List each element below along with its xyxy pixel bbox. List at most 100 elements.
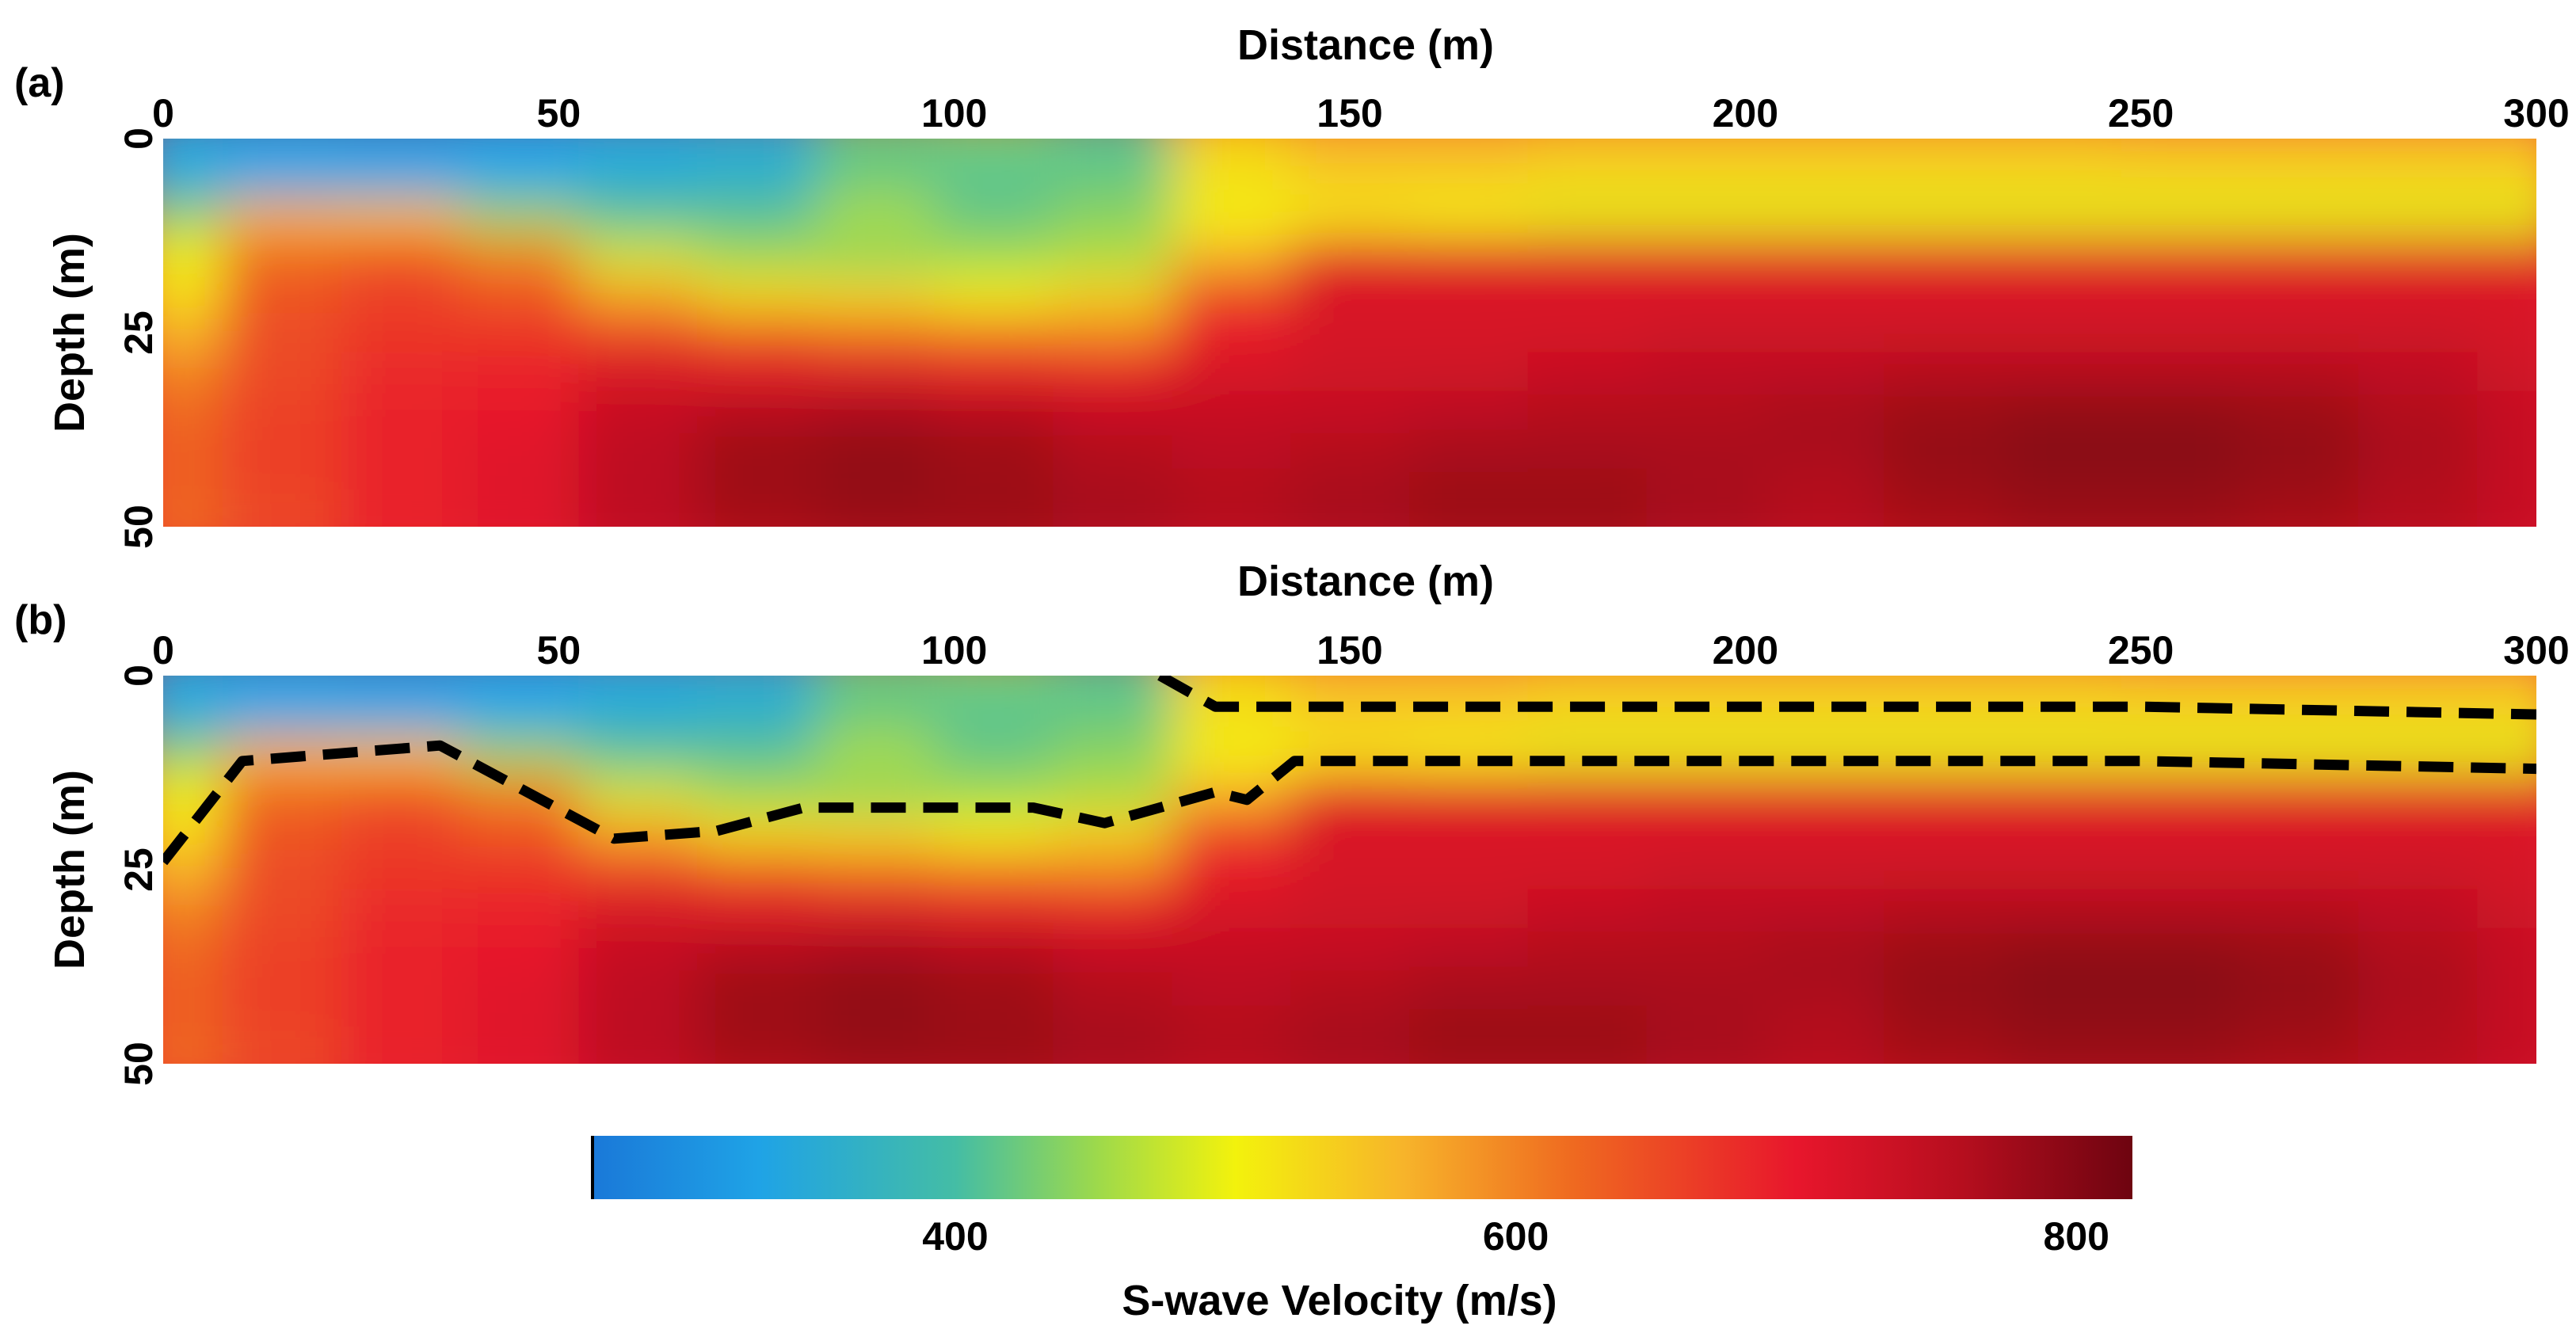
velocity-cell: [2477, 507, 2536, 527]
velocity-cell: [1290, 889, 1410, 929]
velocity-cell: [459, 695, 580, 735]
velocity-cell: [459, 390, 580, 431]
velocity-cell: [2239, 139, 2360, 159]
velocity-cell: [1765, 139, 1885, 159]
velocity-cell: [1884, 772, 2003, 813]
velocity-cell: [1765, 196, 1885, 237]
velocity-cell: [1765, 468, 1885, 509]
velocity-cell: [1646, 390, 1766, 431]
velocity-cell: [934, 1005, 1054, 1046]
velocity-cell: [2002, 507, 2122, 527]
panel-a-x-tick-labels: 0 50 100 150 200 250 300: [152, 91, 2570, 135]
velocity-cell: [2002, 1005, 2122, 1046]
velocity-cell: [341, 676, 461, 696]
velocity-cell: [222, 274, 342, 314]
velocity-cell: [163, 429, 223, 470]
boundary-line: [1157, 676, 2536, 720]
velocity-cell: [1053, 507, 1173, 527]
velocity-cell: [2477, 235, 2536, 276]
velocity-cell: [1053, 928, 1173, 968]
x-tick-label: 250: [2108, 91, 2174, 135]
velocity-cell: [1765, 850, 1885, 890]
velocity-cell: [578, 352, 699, 392]
velocity-cell: [1408, 313, 1529, 353]
velocity-cell: [1527, 676, 1648, 696]
velocity-cell: [934, 695, 1054, 735]
velocity-cell: [2002, 850, 2122, 890]
velocity-cell: [2239, 811, 2360, 851]
velocity-cell: [815, 966, 936, 1007]
velocity-cell: [1408, 274, 1529, 314]
velocity-cell: [578, 139, 699, 159]
velocity-cell: [1172, 196, 1292, 237]
panel-a-y-tick-labels: 0 25 50: [116, 128, 161, 549]
velocity-cell: [1290, 928, 1410, 968]
velocity-cell: [1765, 1044, 1885, 1064]
velocity-cell: [2239, 772, 2360, 813]
velocity-cell: [934, 676, 1054, 696]
velocity-cell: [163, 507, 223, 527]
velocity-cell: [815, 429, 936, 470]
velocity-cell: [697, 695, 817, 735]
velocity-cell: [1053, 850, 1173, 890]
velocity-cell: [163, 695, 223, 735]
velocity-cell: [578, 235, 699, 276]
velocity-cell: [2477, 313, 2536, 353]
velocity-cell: [934, 966, 1054, 1007]
velocity-cell: [1053, 468, 1173, 509]
velocity-cell: [1884, 850, 2003, 890]
velocity-cell: [2002, 390, 2122, 431]
velocity-cell: [1765, 235, 1885, 276]
velocity-cell: [2121, 507, 2241, 527]
velocity-cell: [2358, 850, 2479, 890]
velocity-cell: [222, 158, 342, 198]
velocity-cell: [222, 468, 342, 509]
x-tick-label: 250: [2108, 628, 2174, 672]
velocity-cell: [1053, 313, 1173, 353]
velocity-cell: [2121, 313, 2241, 353]
velocity-cell: [578, 158, 699, 198]
velocity-cell: [222, 772, 342, 813]
velocity-cell: [1765, 772, 1885, 813]
velocity-cell: [1527, 928, 1648, 968]
velocity-cell: [2477, 772, 2536, 813]
velocity-cell: [1646, 889, 1766, 929]
velocity-cell: [1408, 352, 1529, 392]
velocity-cell: [1646, 507, 1766, 527]
velocity-cell: [2358, 928, 2479, 968]
velocity-cell: [2477, 352, 2536, 392]
velocity-cell: [163, 196, 223, 237]
velocity-cell: [163, 235, 223, 276]
velocity-cell: [934, 468, 1054, 509]
velocity-cell: [2477, 1044, 2536, 1064]
velocity-cell: [459, 468, 580, 509]
velocity-cell: [1527, 313, 1648, 353]
velocity-cell: [459, 1044, 580, 1064]
velocity-cell: [1408, 390, 1529, 431]
velocity-cell: [2239, 390, 2360, 431]
velocity-cell: [222, 352, 342, 392]
velocity-cell: [697, 850, 817, 890]
velocity-cell: [1290, 733, 1410, 774]
velocity-cell: [1053, 695, 1173, 735]
velocity-cell: [2477, 429, 2536, 470]
velocity-cell: [341, 889, 461, 929]
y-tick-label: 25: [116, 848, 161, 892]
velocity-cell: [1884, 352, 2003, 392]
velocity-cell: [2121, 468, 2241, 509]
velocity-cell: [2239, 507, 2360, 527]
velocity-cell: [934, 196, 1054, 237]
velocity-cell: [459, 676, 580, 696]
velocity-cell: [1408, 468, 1529, 509]
velocity-cell: [1053, 889, 1173, 929]
velocity-cell: [2358, 676, 2479, 696]
velocity-cell: [1053, 733, 1173, 774]
velocity-cell: [2358, 196, 2479, 237]
velocity-cell: [1527, 196, 1648, 237]
velocity-cell: [1646, 850, 1766, 890]
velocity-cell: [697, 811, 817, 851]
velocity-cell: [934, 928, 1054, 968]
velocity-cell: [1172, 429, 1292, 470]
velocity-cell: [578, 966, 699, 1007]
velocity-cell: [1765, 966, 1885, 1007]
